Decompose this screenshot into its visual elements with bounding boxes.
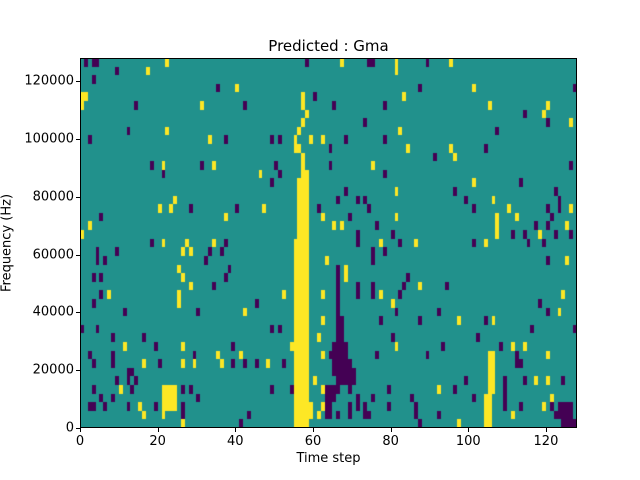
x-axis-label: Time step: [296, 451, 361, 466]
y-tick-mark: [76, 312, 80, 314]
x-tick-label: 20: [149, 434, 166, 449]
x-tick-mark: [80, 428, 81, 432]
x-tick-mark: [157, 428, 159, 432]
y-tick-label: 120000: [24, 73, 74, 89]
x-tick-label: 120: [533, 434, 559, 449]
x-tick-mark: [235, 428, 237, 432]
y-tick-mark: [76, 254, 80, 256]
y-tick-label: 20000: [32, 362, 74, 378]
x-tick-mark: [468, 428, 470, 432]
y-tick-label: 0: [65, 420, 74, 436]
y-tick-mark: [76, 370, 80, 372]
y-tick-label: 60000: [32, 247, 74, 263]
x-tick-label: 60: [304, 434, 322, 449]
x-tick-mark: [312, 428, 314, 432]
x-tick-label: 40: [227, 434, 244, 449]
x-tick-mark: [545, 428, 547, 432]
x-tick-label: 100: [455, 434, 481, 449]
y-tick-mark: [76, 428, 80, 429]
x-tick-label: 80: [382, 434, 399, 449]
y-tick-mark: [76, 81, 80, 83]
plot-title: Predicted : Gma: [268, 37, 389, 55]
y-tick-label: 40000: [32, 304, 74, 320]
y-tick-label: 100000: [24, 131, 74, 147]
y-tick-mark: [76, 138, 80, 140]
y-tick-mark: [76, 196, 80, 198]
axes-frame: [80, 58, 577, 428]
heatmap-canvas: [80, 58, 577, 428]
y-tick-label: 80000: [32, 189, 74, 205]
y-axis-label: Frequency (Hz): [0, 193, 15, 293]
x-tick-label: 0: [75, 434, 85, 449]
x-tick-mark: [390, 428, 392, 432]
